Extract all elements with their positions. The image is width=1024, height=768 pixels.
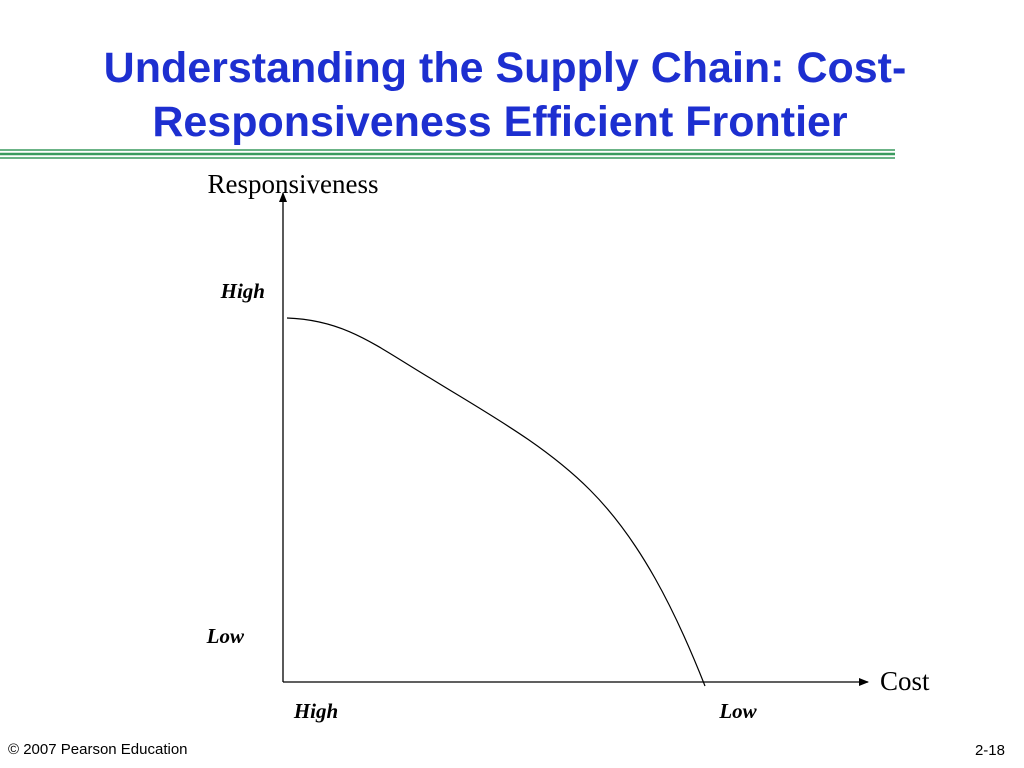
efficient-frontier-curve bbox=[286, 317, 706, 687]
title-line: Understanding the Supply Chain: Cost- bbox=[104, 44, 907, 92]
y-high-label: High bbox=[220, 279, 265, 303]
slide-number: 2-18 bbox=[975, 742, 1005, 759]
y-low-label: Low bbox=[206, 624, 245, 648]
title-line: Responsiveness Efficient Frontier bbox=[152, 98, 848, 146]
x-high-label: High bbox=[293, 699, 338, 723]
title-rule bbox=[0, 149, 895, 159]
copyright: © 2007 Pearson Education bbox=[8, 741, 188, 758]
y-axis-label: Responsiveness bbox=[208, 169, 379, 199]
x-axis-label: Cost bbox=[880, 666, 930, 696]
x-low-label: Low bbox=[718, 699, 757, 723]
